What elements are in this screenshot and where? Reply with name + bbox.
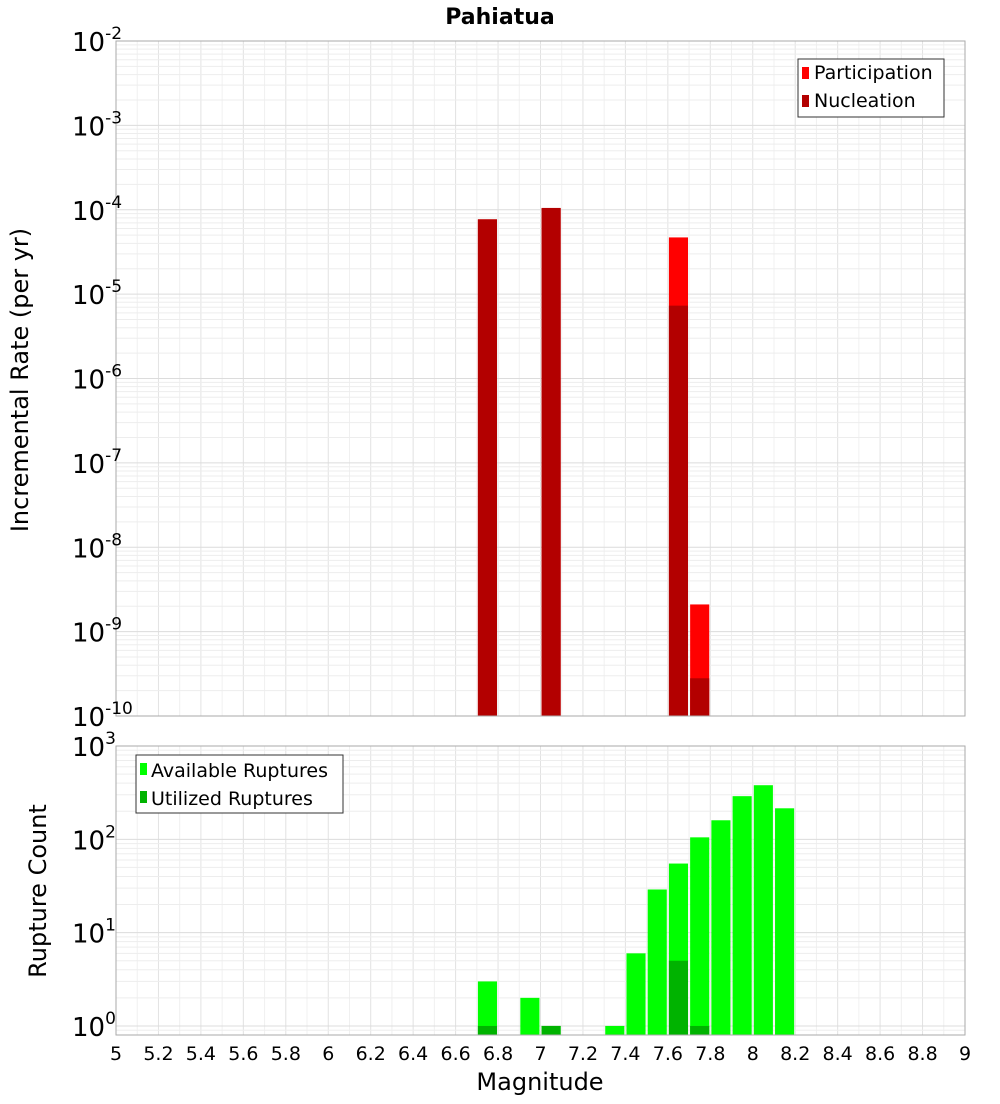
bottom-bar-available-ruptures [690,837,710,1035]
bottom-y-ticks: 100 101 102 103 [72,729,116,1043]
chart-title: Pahiatua [445,5,554,30]
x-tick-label: 5.8 [271,1043,301,1065]
legend-label-participation: Participation [814,62,933,84]
bottom-bar-available-ruptures [605,1025,625,1035]
top-plot-frame [115,40,966,717]
x-tick-label: 8.4 [823,1043,853,1065]
top-y-tick-label: 10-8 [72,530,122,564]
x-tick-label: 5.2 [143,1043,173,1065]
x-tick-label: 6.2 [356,1043,386,1065]
bottom-bar-available-ruptures [753,785,773,1035]
legend-swatch-utilized-ruptures [140,791,147,803]
x-tick-label: 9 [959,1043,971,1065]
bottom-bars [477,785,795,1035]
bottom-bar-utilized-ruptures [690,1025,710,1035]
x-tick-label: 6.6 [440,1043,470,1065]
x-tick-label: 8.2 [780,1043,810,1065]
top-bars [477,207,710,717]
bottom-plot-frame [115,745,966,1036]
top-y-ticks: 10-10 10-9 10-8 10-7 10-6 10-5 10-4 10-3 10-2 [72,24,133,733]
x-tick-label: 8.6 [865,1043,895,1065]
legend-label-available-ruptures: Available Ruptures [151,760,328,782]
bottom-legend: Available Ruptures Utilized Ruptures [135,754,344,814]
x-tick-label: 6.4 [398,1043,428,1065]
top-y-axis-label: Incremental Rate (per yr) [6,228,34,532]
top-bar-nucleation [541,207,561,716]
top-grid [115,40,966,717]
top-legend-box [797,58,945,118]
x-tick-label: 7.8 [695,1043,725,1065]
bottom-y-tick-label: 101 [72,916,116,950]
bottom-bar-available-ruptures [626,953,646,1035]
x-tick-label: 5.6 [228,1043,258,1065]
top-y-tick-label: 10-3 [72,108,122,142]
bottom-bar-available-ruptures [711,820,731,1035]
legend-swatch-nucleation [802,95,809,107]
bottom-bar-utilized-ruptures [668,960,689,1035]
top-y-tick-label: 10-6 [72,362,122,396]
x-tick-label: 5 [110,1043,122,1065]
top-y-tick-label: 10-9 [72,615,122,649]
x-tick-label: 7.2 [568,1043,598,1065]
x-tick-label: 7.6 [653,1043,683,1065]
top-legend: Participation Nucleation [797,58,945,118]
top-y-tick-label: 10-5 [72,277,122,311]
x-tick-label: 7.4 [610,1043,640,1065]
top-y-tick-label: 10-4 [72,193,122,227]
bottom-y-tick-label: 100 [72,1009,116,1043]
top-bar-nucleation [690,678,710,716]
top-y-tick-label: 10-2 [72,24,122,58]
x-tick-label: 7 [534,1043,546,1065]
top-y-tick-label: 10-10 [72,699,133,733]
legend-label-utilized-ruptures: Utilized Ruptures [151,788,313,810]
bottom-bar-available-ruptures [775,808,795,1035]
x-tick-label: 6.8 [483,1043,513,1065]
x-ticks: 5 5.2 5.4 5.6 5.8 6 6.2 6.4 6.6 6.8 7 7.2 7.4 7.6 7.8 8… [110,1043,971,1065]
bottom-bar-available-ruptures [520,997,540,1035]
bottom-legend-box [135,754,344,814]
legend-swatch-participation [802,67,809,79]
bottom-bar-available-ruptures [732,796,752,1035]
bottom-bar-available-ruptures [647,889,667,1035]
top-bar-nucleation [668,305,689,716]
top-y-tick-label: 10-7 [72,446,122,480]
x-tick-label: 8 [747,1043,759,1065]
x-tick-label: 6 [322,1043,334,1065]
x-tick-label: 8.8 [907,1043,937,1065]
legend-label-nucleation: Nucleation [814,90,916,112]
bottom-y-tick-label: 102 [72,822,116,856]
bottom-bar-utilized-ruptures [477,1025,497,1035]
bottom-bar-utilized-ruptures [541,1025,561,1035]
bottom-bar-available-ruptures [477,981,497,1035]
bottom-y-axis-label: Rupture Count [24,804,52,978]
top-bar-nucleation [477,219,497,717]
legend-swatch-available-ruptures [140,763,147,775]
x-tick-label: 5.4 [186,1043,216,1065]
bottom-y-tick-label: 103 [72,729,116,763]
x-axis-label: Magnitude [476,1068,603,1096]
